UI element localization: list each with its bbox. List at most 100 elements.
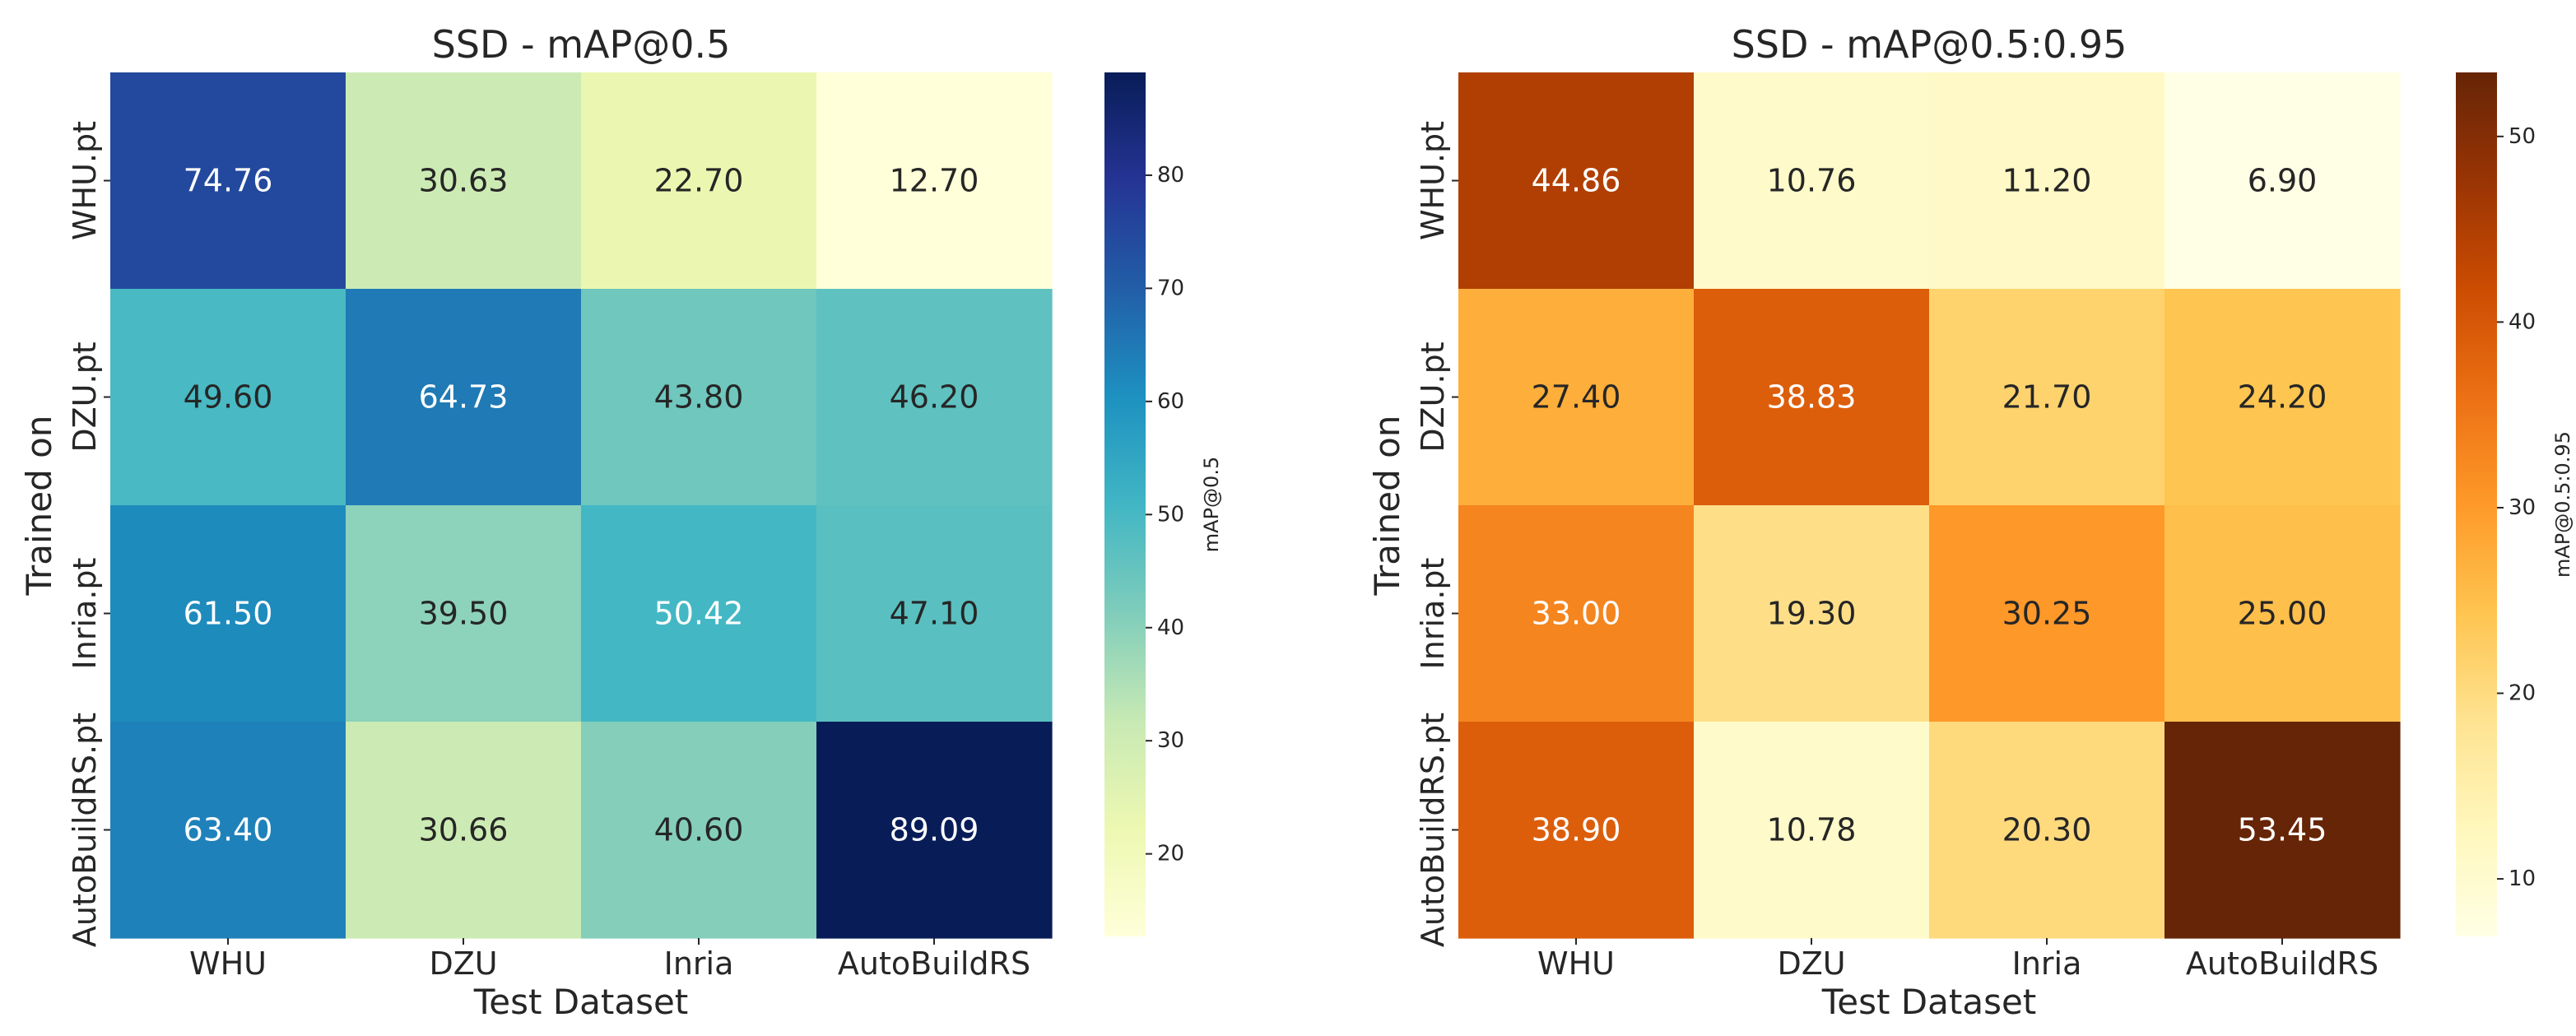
cell-value-label: 24.20 [2238,379,2327,416]
cell-value-label: 39.50 [419,596,509,632]
x-axis-label: Test Dataset [473,982,689,1022]
heatmap-cell [110,722,346,939]
cell-value-label: 47.10 [890,596,979,632]
colorbar-tick-label: 80 [1157,163,1184,188]
cell-value-label: 10.76 [1767,163,1857,199]
y-tick-label: WHU.pt [67,121,103,240]
heatmap-cell [346,722,582,939]
cell-value-label: 38.83 [1767,379,1857,416]
heatmap-cell [2164,505,2401,722]
heatmap-cell [1929,722,2165,939]
chart-title: SSD - mAP@0.5:0.95 [1732,22,2127,67]
cell-value-label: 50.42 [654,596,744,632]
cell-value-label: 53.45 [2238,812,2327,848]
colorbar-tick-label: 60 [1157,389,1184,414]
heatmap-cell [1929,72,2165,290]
heatmap-cell [1458,289,1695,506]
heatmap-cell [1458,722,1695,939]
colorbar-tick-label: 50 [1157,502,1184,527]
cell-value-label: 10.78 [1767,812,1857,848]
cell-value-label: 43.80 [654,379,744,416]
heatmap-cell [816,505,1053,722]
cell-value-label: 61.50 [184,596,273,632]
colorbar-label: mAP@0.5 [1200,457,1223,552]
colorbar-tick-label: 30 [2509,495,2536,520]
heatmap-cell [1929,289,2165,506]
x-tick-label: AutoBuildRS [2186,945,2378,982]
cell-value-label: 12.70 [890,163,979,199]
cell-value-label: 20.30 [2002,812,2092,848]
colorbar-tick-label: 30 [1157,728,1184,753]
heatmap-cell [1694,722,1930,939]
heatmap-cell [1694,505,1930,722]
x-tick-label: WHU [1537,945,1615,982]
x-tick-label: Inria [2012,945,2082,982]
heatmap-cell [581,72,817,290]
cell-value-label: 63.40 [184,812,273,848]
colorbar-label: mAP@0.5:0.95 [2551,431,2574,578]
heatmap-cell [1929,505,2165,722]
x-tick-label: WHU [189,945,267,982]
cell-value-label: 40.60 [654,812,744,848]
heatmap-cell [110,289,346,506]
y-tick-label: DZU.pt [1415,341,1451,452]
chart-title: SSD - mAP@0.5 [432,22,731,67]
cell-value-label: 22.70 [654,163,744,199]
heatmap-right: SSD - mAP@0.5:0.95 44.86 10.76 11.20 6.90 27.… [1367,22,2574,1022]
y-tick-label: Inria.pt [1415,558,1451,670]
heatmap-cell [2164,72,2401,290]
cell-value-label: 46.20 [890,379,979,416]
cell-value-label: 89.09 [890,812,979,848]
heatmap-cell [2164,289,2401,506]
x-tick-label: DZU [429,945,497,982]
colorbar-tick-label: 10 [2509,866,2536,891]
heatmap-cell [581,505,817,722]
cell-value-label: 6.90 [2248,163,2318,199]
cell-value-label: 38.90 [1532,812,1621,848]
y-axis-label: Trained on [19,416,59,597]
cell-value-label: 30.25 [2002,596,2092,632]
y-tick-label: DZU.pt [67,341,103,452]
heatmap-cell [581,289,817,506]
colorbar-tick-label: 40 [1157,616,1184,640]
x-tick-label: DZU [1777,945,1845,982]
heatmap-cell [1694,72,1930,290]
colorbar-tick-label: 20 [2509,681,2536,706]
x-tick-label: Inria [664,945,734,982]
colorbar-tick-label: 20 [1157,842,1184,866]
y-tick-label: AutoBuildRS.pt [1415,713,1451,947]
heatmap-cell [816,72,1053,290]
heatmap-cell [816,289,1053,506]
cell-value-label: 30.66 [419,812,509,848]
heatmap-cell [1694,289,1930,506]
cell-value-label: 44.86 [1532,163,1621,199]
heatmap-cell [346,289,582,506]
cell-value-label: 49.60 [184,379,273,416]
colorbar [1104,72,1146,936]
y-axis-label: Trained on [1367,416,1407,597]
cell-value-label: 27.40 [1532,379,1621,416]
cell-value-label: 19.30 [1767,596,1857,632]
cell-value-label: 33.00 [1532,596,1621,632]
heatmap-cell [346,72,582,290]
colorbar-tick-label: 40 [2509,309,2536,334]
cell-value-label: 74.76 [184,163,273,199]
cell-value-label: 64.73 [419,379,509,416]
heatmap-cell [581,722,817,939]
x-axis-label: Test Dataset [1821,982,2037,1022]
heatmap-cell [1458,505,1695,722]
cell-value-label: 11.20 [2002,163,2092,199]
colorbar-tick-label: 70 [1157,276,1184,300]
cell-value-label: 25.00 [2238,596,2327,632]
heatmap-cell [110,505,346,722]
x-tick-label: AutoBuildRS [838,945,1030,982]
heatmap-cell [1458,72,1695,290]
colorbar-tick-label: 50 [2509,124,2536,149]
heatmap-cell [816,722,1053,939]
y-tick-label: Inria.pt [67,558,103,670]
cell-value-label: 30.63 [419,163,509,199]
y-tick-label: AutoBuildRS.pt [67,713,103,947]
heatmap-left: SSD - mAP@0.5 74.76 30.63 22.70 12.70 49.60 64… [19,22,1223,1022]
y-tick-label: WHU.pt [1415,121,1451,240]
